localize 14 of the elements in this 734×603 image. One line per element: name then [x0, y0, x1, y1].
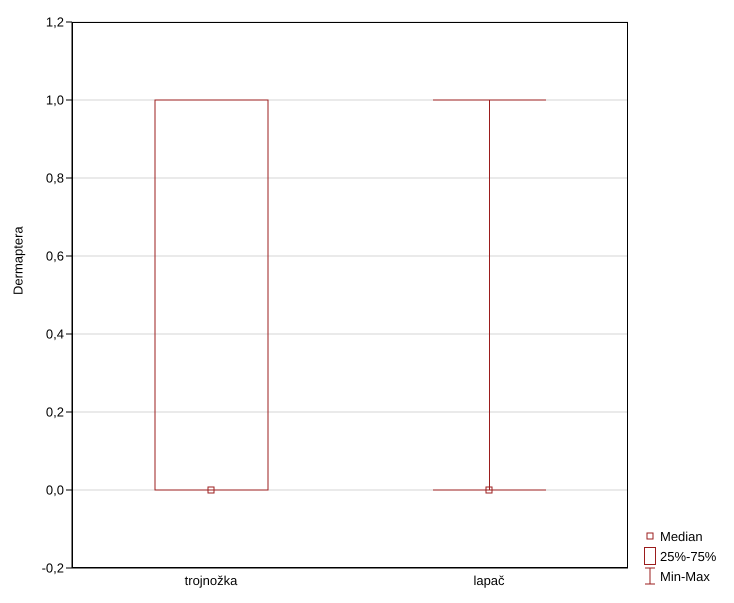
x-tick-label: lapač	[473, 573, 506, 588]
y-tick-label: 0,2	[46, 404, 64, 420]
legend-label: 25%-75%	[660, 548, 716, 564]
y-tick-label: -0,2	[42, 560, 64, 576]
y-tick-label: 0,0	[46, 482, 64, 498]
legend-label: Median	[660, 528, 703, 544]
y-axis-title: Dermaptera	[10, 226, 26, 295]
y-tick-label: 0,4	[46, 326, 64, 342]
y-tick-label: 0,6	[46, 248, 64, 264]
x-tick-label: trojnožka	[184, 573, 238, 588]
y-tick-label: 1,0	[46, 92, 64, 108]
y-tick-label: 0,8	[46, 170, 64, 186]
text: Min-Max	[660, 568, 710, 584]
y-tick-label: 1,2	[46, 14, 64, 30]
